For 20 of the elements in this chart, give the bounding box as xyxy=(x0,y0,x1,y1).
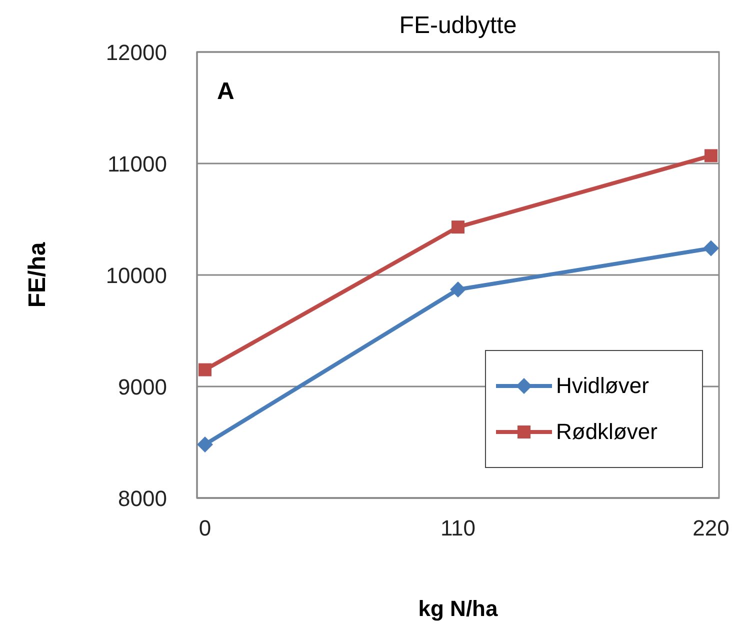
x-axis-title: kg N/ha xyxy=(417,596,499,622)
point xyxy=(450,281,466,298)
point xyxy=(198,363,212,376)
x-tick-label: 0 xyxy=(198,516,212,541)
x-tick-label: 220 xyxy=(692,516,730,541)
y-tick-label: 12000 xyxy=(106,40,167,65)
legend-label: Hvidløver xyxy=(556,373,649,399)
legend-label: Rødkløver xyxy=(556,419,658,445)
y-tick-label: 11000 xyxy=(107,151,167,176)
point xyxy=(197,436,213,452)
chart-title: FE-udbytte xyxy=(398,12,518,40)
point xyxy=(452,220,464,234)
point xyxy=(703,240,719,256)
y-tick-label: 9000 xyxy=(118,374,167,400)
y-tick-label: 10000 xyxy=(106,262,167,288)
x-tick-label: 110 xyxy=(440,516,476,541)
annotation: A xyxy=(217,78,234,106)
y-axis-title: FE/ha xyxy=(24,241,52,310)
point xyxy=(704,149,718,162)
y-tick-label: 8000 xyxy=(118,486,167,511)
